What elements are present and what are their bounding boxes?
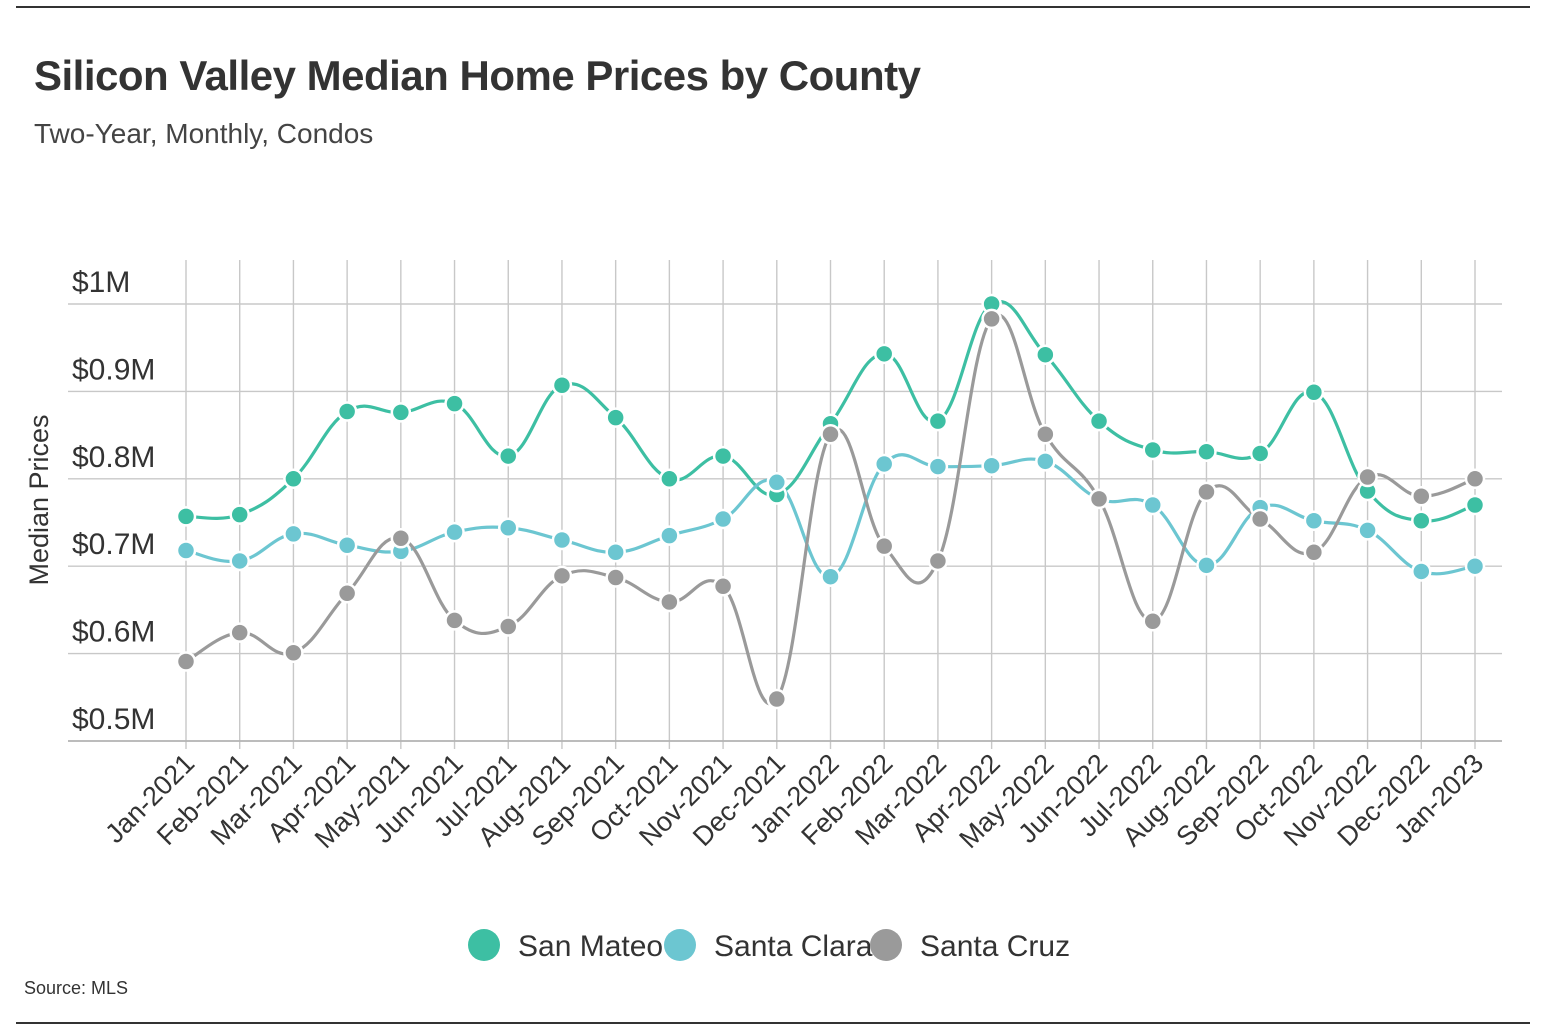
y-tick-label: $0.6M [72, 616, 155, 649]
data-point-santa-clara [927, 456, 949, 477]
data-point-santa-clara [1464, 555, 1486, 577]
data-point-santa-clara [873, 453, 895, 475]
data-point-santa-clara [551, 529, 573, 551]
chart-subtitle: Two-Year, Monthly, Condos [34, 118, 374, 149]
data-point-san-mateo [1411, 510, 1432, 532]
data-point-santa-clara [1196, 555, 1217, 576]
data-point-santa-cruz [766, 688, 788, 710]
legend-label-santa-cruz: Santa Cruz [920, 930, 1070, 963]
data-point-santa-cruz [175, 651, 197, 672]
grid [68, 260, 1502, 749]
data-point-san-mateo [712, 445, 734, 467]
data-point-santa-clara [175, 540, 197, 561]
data-point-santa-cruz [1088, 488, 1110, 510]
data-point-san-mateo [390, 402, 412, 423]
data-point-santa-cruz [390, 527, 412, 549]
data-point-santa-cruz [1196, 481, 1217, 503]
data-point-santa-cruz [1411, 486, 1432, 507]
data-point-santa-cruz [981, 308, 1002, 330]
legend-label-santa-clara: Santa Clara [714, 930, 873, 963]
legend: San Mateo Santa Clara Santa Cruz [468, 929, 1070, 963]
y-tick-label: $0.8M [72, 441, 155, 474]
data-point-san-mateo [175, 506, 197, 527]
data-point-santa-clara [1411, 561, 1432, 582]
data-point-san-mateo [498, 445, 519, 467]
data-point-santa-clara [1303, 510, 1325, 532]
data-point-san-mateo [1249, 443, 1271, 464]
data-point-santa-cruz [498, 616, 519, 637]
data-point-santa-cruz [659, 591, 680, 613]
series-points [175, 293, 1486, 710]
data-point-santa-cruz [444, 610, 465, 631]
y-axis-ticks: $0.5M $0.6M $0.7M $0.8M $0.9M $1M [72, 266, 155, 736]
legend-marker-san-mateo [468, 929, 500, 961]
data-point-santa-clara [820, 566, 841, 587]
data-point-santa-cruz [1464, 468, 1486, 490]
data-point-santa-cruz [1357, 466, 1378, 488]
legend-label-san-mateo: San Mateo [518, 930, 663, 963]
data-point-san-mateo [873, 343, 895, 365]
data-point-san-mateo [229, 504, 250, 525]
data-point-san-mateo [1303, 382, 1325, 403]
x-axis-ticks: Jan-2021Feb-2021Mar-2021Apr-2021May-2021… [99, 748, 1489, 854]
series-line-santa-cruz [185, 313, 1476, 705]
data-point-santa-cruz [820, 423, 841, 445]
data-point-santa-cruz [1303, 541, 1325, 563]
data-point-san-mateo [1035, 344, 1056, 365]
data-point-san-mateo [605, 407, 626, 428]
data-point-santa-clara [444, 521, 465, 543]
y-tick-label: $0.7M [72, 528, 155, 561]
data-point-san-mateo [283, 468, 304, 490]
data-point-santa-cruz [1142, 611, 1163, 632]
data-point-santa-clara [498, 517, 519, 538]
data-point-santa-clara [981, 455, 1002, 476]
data-point-san-mateo [444, 393, 465, 414]
data-point-santa-clara [766, 472, 788, 493]
data-point-santa-clara [336, 534, 358, 556]
data-point-santa-clara [229, 550, 250, 572]
y-tick-label: $0.5M [72, 703, 155, 736]
data-point-san-mateo [1088, 410, 1110, 432]
y-tick-label: $0.9M [72, 353, 155, 386]
data-point-santa-clara [1142, 494, 1163, 516]
data-point-san-mateo [659, 468, 680, 490]
data-point-santa-cruz [229, 622, 250, 643]
chart-title: Silicon Valley Median Home Prices by Cou… [34, 52, 921, 99]
data-point-san-mateo [1464, 494, 1486, 516]
legend-marker-santa-cruz [870, 929, 902, 961]
legend-marker-santa-clara [664, 929, 696, 961]
data-point-san-mateo [336, 401, 358, 422]
data-point-santa-cruz [283, 642, 304, 663]
data-point-san-mateo [1196, 441, 1217, 462]
data-point-santa-clara [605, 541, 626, 563]
data-point-santa-cruz [873, 535, 895, 557]
y-axis-label: Median Prices [24, 414, 54, 585]
data-point-santa-cruz [1035, 423, 1056, 445]
data-point-santa-cruz [551, 565, 573, 587]
data-point-santa-clara [712, 508, 734, 530]
data-point-santa-cruz [927, 550, 949, 572]
data-point-santa-cruz [605, 567, 626, 588]
source-note: Source: MLS [24, 978, 129, 998]
data-point-santa-cruz [712, 576, 734, 597]
bottom-rule [16, 1022, 1530, 1024]
data-point-santa-cruz [1249, 508, 1271, 530]
data-point-santa-clara [659, 525, 680, 546]
data-point-santa-clara [1035, 451, 1056, 472]
data-point-san-mateo [927, 410, 949, 432]
y-tick-label: $1M [72, 266, 130, 299]
data-point-santa-cruz [336, 583, 358, 604]
data-point-san-mateo [1142, 439, 1163, 461]
data-point-san-mateo [551, 375, 573, 396]
data-point-santa-clara [283, 523, 304, 545]
data-point-santa-clara [1357, 520, 1378, 541]
top-rule [16, 6, 1530, 8]
